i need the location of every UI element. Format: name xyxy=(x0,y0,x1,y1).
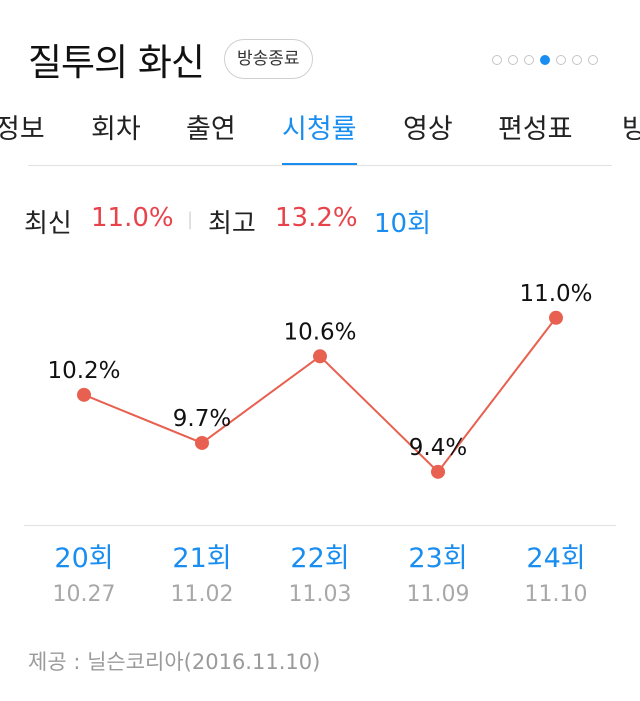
episode-number[interactable]: 24회 xyxy=(526,543,586,574)
page-indicator[interactable] xyxy=(492,55,598,67)
episode-number[interactable]: 21회 xyxy=(172,543,232,574)
data-point[interactable] xyxy=(77,387,91,402)
tab-ratings-label: 시청률 xyxy=(282,114,357,145)
latest-value: 11.0% xyxy=(91,203,174,233)
summary-separator: | xyxy=(187,209,194,230)
episode-date: 11.09 xyxy=(406,582,470,607)
page-dot[interactable] xyxy=(524,55,534,65)
episode-column[interactable]: 24회 11.10 xyxy=(497,538,615,610)
data-point[interactable] xyxy=(431,464,445,479)
latest-label: 최신 xyxy=(24,209,72,239)
data-label: 9.7% xyxy=(173,406,231,432)
page-dot[interactable] xyxy=(572,55,582,65)
data-label: 10.2% xyxy=(47,358,120,384)
page-title: 질투의 화신 xyxy=(28,41,205,84)
data-point[interactable] xyxy=(313,349,327,364)
page-dot-active[interactable] xyxy=(540,55,550,65)
tab-info[interactable]: 정보 xyxy=(0,114,45,145)
tab-more[interactable]: 방 xyxy=(622,114,640,145)
episode-number[interactable]: 20회 xyxy=(54,543,114,574)
tabs-divider xyxy=(28,165,612,166)
best-episode: 10회 xyxy=(374,209,432,239)
episode-column[interactable]: 22회 11.03 xyxy=(261,538,379,610)
active-tab-indicator xyxy=(282,163,357,166)
data-point[interactable] xyxy=(549,310,563,325)
data-label: 10.6% xyxy=(283,319,356,345)
best-value: 13.2% xyxy=(275,203,358,233)
tab-ratings[interactable]: 시청률 xyxy=(282,110,357,166)
ratings-line-chart: 10.2% 9.7% 10.6% 9.4% 11.0% xyxy=(47,281,593,479)
page-dot[interactable] xyxy=(492,55,502,65)
episode-number[interactable]: 22회 xyxy=(290,543,350,574)
status-badge: 방송종료 xyxy=(224,39,313,79)
tab-schedule[interactable]: 편성표 xyxy=(498,114,573,145)
episode-date: 10.27 xyxy=(52,582,116,607)
episode-date: 11.03 xyxy=(288,582,352,607)
tab-video[interactable]: 영상 xyxy=(403,114,453,145)
episode-date: 11.10 xyxy=(524,582,588,607)
episode-column[interactable]: 23회 11.09 xyxy=(379,538,497,610)
tab-bar: 정보 회차 출연 시청률 영상 편성표 방 xyxy=(0,100,640,166)
data-point[interactable] xyxy=(195,435,209,450)
data-label: 11.0% xyxy=(519,281,592,307)
episode-column[interactable]: 20회 10.27 xyxy=(25,538,143,610)
best-label: 최고 xyxy=(208,209,256,239)
chart-baseline xyxy=(24,525,616,526)
source-note: 제공 : 닐슨코리아(2016.11.10) xyxy=(28,650,321,674)
page-dot[interactable] xyxy=(588,55,598,65)
episode-date: 11.02 xyxy=(170,582,234,607)
page-dot[interactable] xyxy=(508,55,518,65)
tab-cast[interactable]: 출연 xyxy=(186,114,236,145)
data-label: 9.4% xyxy=(409,435,467,461)
episode-column[interactable]: 21회 11.02 xyxy=(143,538,261,610)
header: 질투의 화신 방송종료 xyxy=(0,0,640,100)
episode-number[interactable]: 23회 xyxy=(408,543,468,574)
page-dot[interactable] xyxy=(556,55,566,65)
tab-episodes[interactable]: 회차 xyxy=(91,114,141,145)
